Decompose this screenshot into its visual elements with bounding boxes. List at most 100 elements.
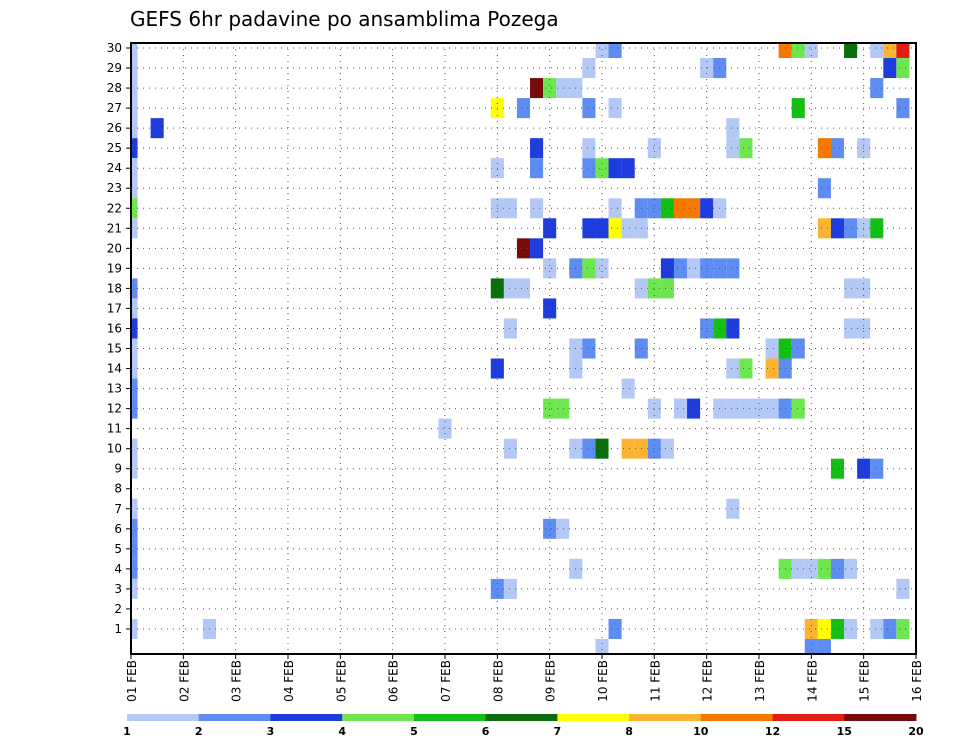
heatmap-cell — [621, 438, 635, 459]
heatmap-cells — [131, 43, 910, 654]
heatmap-cell — [896, 578, 910, 599]
heatmap-cell — [621, 158, 635, 179]
y-tick-label: 26 — [107, 121, 122, 135]
colorbar-tick-label: 8 — [625, 725, 633, 738]
y-tick-label: 11 — [107, 422, 122, 436]
heatmap-cell — [582, 438, 596, 459]
heatmap-cell — [870, 618, 884, 639]
y-tick-label: 25 — [107, 141, 122, 155]
heatmap-cell — [131, 558, 138, 579]
heatmap-cell — [765, 338, 779, 359]
heatmap-cell — [131, 518, 138, 539]
heatmap-cell — [687, 398, 701, 419]
x-tick-label: 03 FEB — [230, 660, 244, 702]
heatmap-cell — [608, 98, 622, 119]
x-tick-label: 10 FEB — [596, 660, 610, 702]
y-tick-label: 2 — [114, 602, 122, 616]
heatmap-cell — [131, 538, 138, 559]
x-axis: 01 FEB 02 FEB 03 FEB 04 FEB 05 FEB 06 FEB 07 F… — [125, 654, 924, 702]
heatmap-cell — [804, 638, 818, 654]
heatmap-cell — [582, 138, 596, 159]
heatmap-cell — [687, 198, 701, 219]
colorbar: 1 2 3 4 5 6 7 8 10 12 15 20 — [123, 714, 924, 738]
heatmap-cell — [595, 218, 609, 239]
heatmap-cell — [700, 198, 714, 219]
heatmap-cell — [131, 458, 138, 479]
y-tick-label: 30 — [107, 41, 122, 55]
heatmap-cell — [765, 358, 779, 379]
heatmap-cell — [647, 198, 661, 219]
heatmap-cell — [726, 398, 740, 419]
heatmap-cell — [817, 618, 831, 639]
heatmap-cell — [844, 43, 858, 59]
heatmap-cell — [131, 278, 138, 299]
heatmap-cell — [595, 43, 609, 59]
heatmap-cell — [131, 338, 138, 359]
colorbar-tick-label: 12 — [765, 725, 780, 738]
x-tick-label: 04 FEB — [282, 660, 296, 702]
heatmap-cell — [595, 258, 609, 279]
heatmap-cell — [543, 398, 557, 419]
heatmap-cell — [543, 518, 557, 539]
heatmap-cell — [700, 258, 714, 279]
heatmap-cell — [131, 578, 138, 599]
y-tick-label: 19 — [107, 261, 122, 275]
y-tick-label: 13 — [107, 382, 122, 396]
y-tick-label: 23 — [107, 181, 122, 195]
heatmap-cell — [883, 58, 897, 79]
heatmap-cell — [726, 358, 740, 379]
heatmap-cell — [739, 358, 753, 379]
heatmap-cell — [647, 438, 661, 459]
heatmap-cell — [516, 238, 531, 259]
heatmap-cell — [530, 158, 544, 179]
heatmap-cell — [608, 198, 622, 219]
heatmap-cell — [131, 198, 138, 219]
heatmap-cell — [726, 498, 740, 519]
heatmap-cell — [503, 278, 517, 299]
heatmap-cell — [830, 458, 845, 479]
y-tick-label: 28 — [107, 81, 122, 95]
heatmap-cell — [543, 258, 557, 279]
heatmap-cell — [516, 98, 531, 119]
heatmap-cell — [791, 558, 805, 579]
colorbar-tick-label: 1 — [123, 725, 131, 738]
heatmap-cell — [896, 98, 910, 119]
heatmap-cell — [791, 398, 805, 419]
y-tick-label: 24 — [107, 161, 122, 175]
heatmap-cell — [896, 58, 910, 79]
heatmap-cell — [830, 558, 845, 579]
colorbar-tick-label: 5 — [410, 725, 418, 738]
heatmap-cell — [582, 98, 596, 119]
heatmap-cell — [621, 218, 635, 239]
heatmap-cell — [131, 138, 138, 159]
y-tick-label: 17 — [107, 301, 122, 315]
colorbar-swatch — [342, 714, 415, 721]
heatmap-cell — [131, 43, 138, 59]
heatmap-cell — [647, 398, 661, 419]
heatmap-cell — [673, 258, 688, 279]
heatmap-cell — [883, 43, 897, 59]
colorbar-swatch — [700, 714, 774, 721]
heatmap-cell — [543, 218, 557, 239]
heatmap-cell — [131, 438, 138, 459]
y-tick-label: 18 — [107, 281, 122, 295]
heatmap-cell — [556, 78, 570, 99]
chart-title: GEFS 6hr padavine po ansamblima Pozega — [130, 7, 559, 31]
colorbar-tick-label: 4 — [338, 725, 346, 738]
heatmap-cell — [739, 138, 753, 159]
heatmap-cell — [673, 398, 688, 419]
grid-lines — [131, 43, 916, 654]
heatmap-cell — [739, 398, 753, 419]
heatmap-cell — [844, 278, 858, 299]
heatmap-cell — [830, 618, 845, 639]
heatmap-cell — [131, 218, 138, 239]
heatmap-cell — [673, 198, 688, 219]
y-tick-label: 6 — [114, 522, 122, 536]
y-tick-label: 12 — [107, 402, 122, 416]
heatmap-cell — [438, 418, 452, 439]
heatmap-cell — [647, 138, 661, 159]
heatmap-cell — [726, 258, 740, 279]
y-tick-label: 8 — [114, 482, 122, 496]
y-tick-label: 22 — [107, 201, 122, 215]
